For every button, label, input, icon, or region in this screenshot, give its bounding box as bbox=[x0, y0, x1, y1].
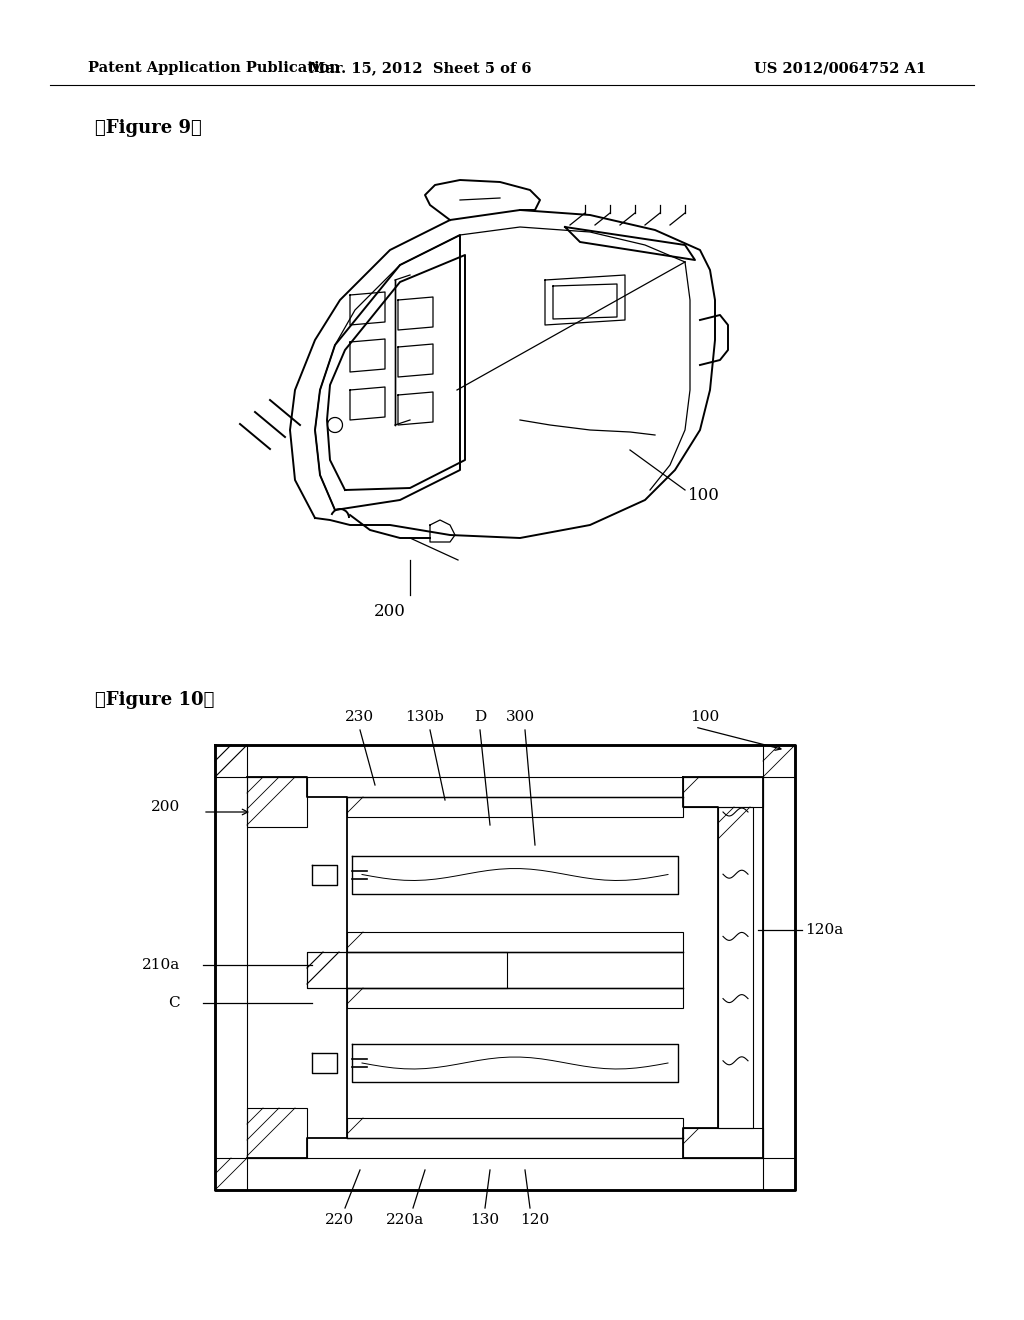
Bar bbox=[718, 807, 753, 1129]
Text: 200: 200 bbox=[151, 800, 180, 814]
Text: 300: 300 bbox=[506, 710, 535, 723]
Bar bbox=[215, 744, 795, 777]
Bar bbox=[763, 744, 795, 1191]
Bar bbox=[347, 932, 683, 952]
Bar bbox=[347, 797, 683, 817]
Bar bbox=[215, 1158, 795, 1191]
Text: 100: 100 bbox=[690, 710, 720, 723]
Text: 100: 100 bbox=[688, 487, 720, 503]
Text: US 2012/0064752 A1: US 2012/0064752 A1 bbox=[754, 61, 926, 75]
Bar bbox=[307, 952, 507, 987]
Bar bbox=[307, 952, 683, 987]
Text: 230: 230 bbox=[345, 710, 375, 723]
Text: Mar. 15, 2012  Sheet 5 of 6: Mar. 15, 2012 Sheet 5 of 6 bbox=[309, 61, 531, 75]
Bar bbox=[347, 1118, 683, 1138]
Text: D: D bbox=[474, 710, 486, 723]
Bar bbox=[683, 1129, 763, 1158]
Text: 220a: 220a bbox=[386, 1213, 424, 1228]
Text: 220: 220 bbox=[326, 1213, 354, 1228]
Bar bbox=[247, 1107, 307, 1158]
Bar bbox=[215, 744, 247, 1191]
Text: C: C bbox=[168, 997, 180, 1010]
Text: 130b: 130b bbox=[406, 710, 444, 723]
Bar bbox=[347, 987, 683, 1008]
Text: 130: 130 bbox=[470, 1213, 500, 1228]
Text: Patent Application Publication: Patent Application Publication bbox=[88, 61, 340, 75]
Bar bbox=[683, 777, 763, 807]
Text: 210a: 210a bbox=[141, 958, 180, 972]
Text: 【Figure 10】: 【Figure 10】 bbox=[95, 690, 214, 709]
Text: 200: 200 bbox=[374, 603, 406, 620]
Text: 【Figure 9】: 【Figure 9】 bbox=[95, 119, 202, 137]
Text: 120a: 120a bbox=[805, 923, 843, 937]
Bar bbox=[247, 777, 307, 828]
Text: 120: 120 bbox=[520, 1213, 550, 1228]
